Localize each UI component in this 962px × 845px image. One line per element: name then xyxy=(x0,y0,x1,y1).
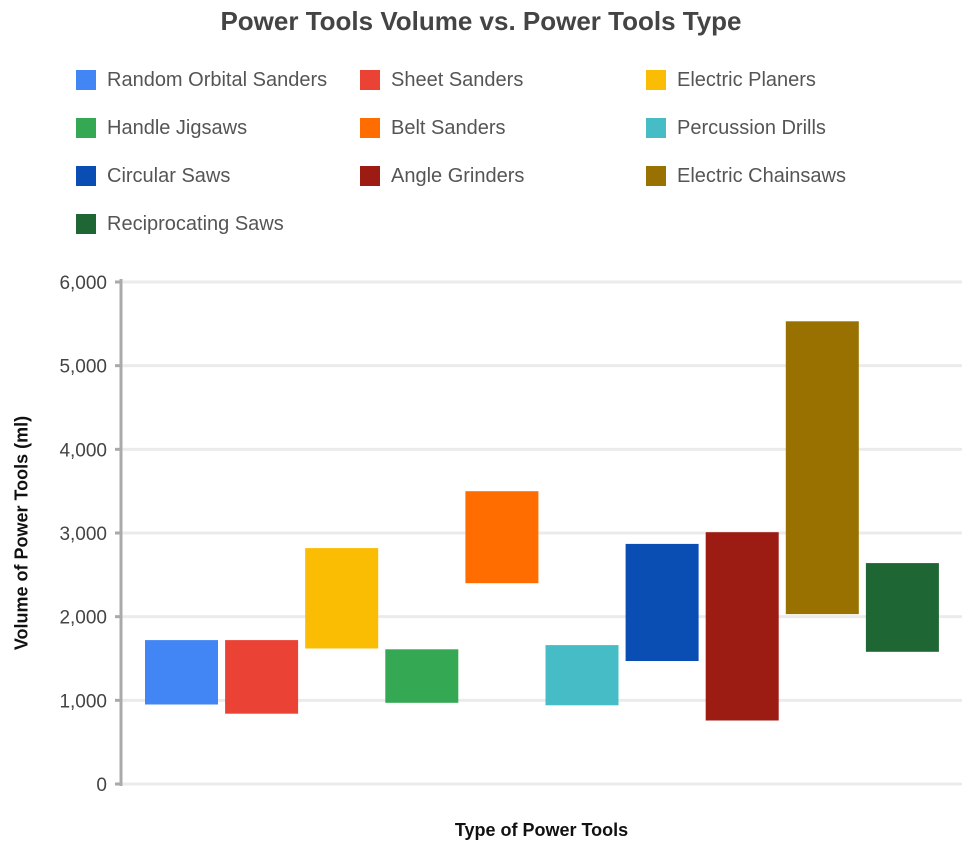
legend-swatch xyxy=(360,166,380,186)
chart-title: Power Tools Volume vs. Power Tools Type xyxy=(220,6,742,36)
legend-label: Electric Chainsaws xyxy=(677,164,846,187)
bar-percussion-drills xyxy=(545,645,619,706)
legend-swatch xyxy=(360,70,380,90)
legend-item: Random Orbital Sanders xyxy=(76,68,327,92)
legend-item: Circular Saws xyxy=(76,164,230,188)
legend-swatch xyxy=(646,166,666,186)
legend-swatch xyxy=(76,70,96,90)
legend-swatch xyxy=(76,166,96,186)
legend-item: Electric Planers xyxy=(646,68,816,92)
y-tick-label: 4,000 xyxy=(59,440,107,461)
bar-handle-jigsaws xyxy=(385,649,459,703)
legend-label: Circular Saws xyxy=(107,164,231,187)
legend-item: Reciprocating Saws xyxy=(76,212,284,236)
y-tick-label: 1,000 xyxy=(59,691,107,712)
legend-swatch xyxy=(360,118,380,138)
bar-angle-grinders xyxy=(705,532,779,721)
y-tick-label: 0 xyxy=(96,775,107,796)
legend-label: Handle Jigsaws xyxy=(107,116,248,139)
legend-label: Belt Sanders xyxy=(391,116,506,139)
legend-swatch xyxy=(646,70,666,90)
legend-item: Angle Grinders xyxy=(360,164,524,188)
legend-label: Electric Planers xyxy=(677,68,816,91)
legend-swatch xyxy=(76,214,96,234)
legend-item: Belt Sanders xyxy=(360,116,506,140)
x-axis-label: Type of Power Tools xyxy=(454,820,629,840)
legend-label: Angle Grinders xyxy=(391,164,525,187)
legend-item: Electric Chainsaws xyxy=(646,164,846,188)
y-tick-label: 3,000 xyxy=(59,524,107,545)
legend-item: Sheet Sanders xyxy=(360,68,523,92)
legend-item: Percussion Drills xyxy=(646,116,826,140)
legend-label: Random Orbital Sanders xyxy=(107,68,328,91)
bar-reciprocating-saws xyxy=(865,563,939,652)
bar-random-orbital-sanders xyxy=(145,640,218,705)
legend-label: Sheet Sanders xyxy=(391,68,524,91)
bar-belt-sanders xyxy=(465,491,539,584)
bar-circular-saws xyxy=(625,543,699,661)
y-tick-label: 2,000 xyxy=(59,608,107,629)
y-tick-label: 5,000 xyxy=(59,357,107,378)
bar-sheet-sanders xyxy=(225,640,299,714)
legend-label: Percussion Drills xyxy=(677,116,826,139)
bar-electric-chainsaws xyxy=(785,321,859,615)
legend-swatch xyxy=(76,118,96,138)
legend-item: Handle Jigsaws xyxy=(76,116,247,140)
legend-swatch xyxy=(646,118,666,138)
bar-electric-planers xyxy=(305,548,379,649)
y-tick-label: 6,000 xyxy=(59,273,107,294)
legend-label: Reciprocating Saws xyxy=(107,212,284,235)
